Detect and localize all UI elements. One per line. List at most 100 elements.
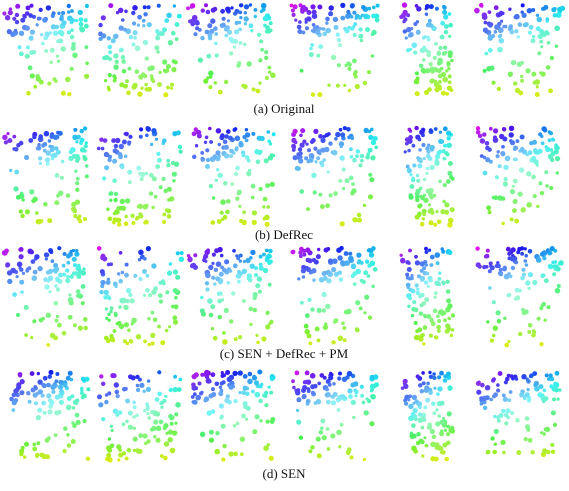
point	[482, 14, 488, 20]
point	[25, 11, 29, 15]
point	[214, 248, 219, 253]
point	[446, 62, 450, 66]
point	[443, 318, 447, 322]
point	[75, 154, 79, 158]
point	[300, 301, 304, 305]
point	[153, 419, 158, 424]
point	[490, 436, 494, 440]
point	[218, 315, 223, 320]
point	[555, 371, 560, 376]
point	[524, 437, 528, 441]
point	[429, 334, 433, 338]
point	[204, 3, 208, 7]
point	[217, 299, 222, 304]
point	[38, 389, 43, 394]
point	[313, 147, 317, 151]
point	[125, 79, 129, 83]
point	[402, 20, 405, 23]
point	[336, 430, 342, 436]
point	[268, 322, 271, 325]
point-cloud	[404, 126, 455, 228]
point	[310, 307, 314, 311]
point	[243, 43, 246, 46]
point	[109, 191, 114, 196]
point	[509, 390, 513, 394]
point	[216, 168, 219, 171]
point	[313, 129, 318, 134]
point	[266, 420, 270, 424]
point	[43, 376, 48, 381]
point	[110, 306, 114, 310]
point	[26, 45, 30, 49]
point	[349, 176, 354, 181]
point	[83, 217, 87, 221]
point	[348, 252, 352, 256]
point	[82, 155, 85, 158]
point	[435, 252, 441, 258]
point	[429, 79, 434, 84]
point	[354, 390, 358, 394]
point	[108, 319, 111, 322]
point	[125, 457, 129, 461]
point	[416, 374, 420, 378]
point	[539, 342, 543, 346]
point	[543, 319, 546, 322]
point	[268, 254, 272, 258]
point	[511, 247, 516, 252]
point	[37, 143, 40, 146]
point	[146, 412, 149, 415]
point	[138, 250, 144, 256]
point	[428, 203, 431, 206]
point	[435, 210, 438, 213]
point	[156, 50, 160, 54]
point	[56, 131, 60, 135]
point	[264, 50, 268, 54]
point	[544, 278, 549, 283]
point	[78, 293, 83, 298]
point	[53, 77, 57, 81]
point	[219, 272, 224, 277]
point	[107, 391, 111, 395]
point	[504, 343, 509, 348]
point	[57, 12, 60, 15]
point	[124, 132, 129, 137]
point	[532, 329, 536, 333]
point	[83, 126, 87, 130]
point	[338, 43, 342, 47]
point	[339, 155, 344, 160]
point	[496, 388, 500, 392]
point	[195, 144, 198, 147]
point	[36, 415, 41, 420]
point	[127, 140, 131, 144]
point	[476, 262, 481, 267]
point	[373, 267, 378, 272]
point	[163, 456, 168, 461]
point	[214, 81, 217, 84]
point	[76, 177, 80, 181]
point	[100, 269, 105, 274]
point	[302, 385, 307, 390]
point	[325, 203, 330, 208]
point	[200, 432, 205, 437]
point	[126, 288, 131, 293]
point	[65, 77, 71, 83]
point	[65, 278, 70, 283]
point	[18, 45, 22, 49]
point	[515, 377, 518, 380]
point	[475, 246, 479, 250]
point	[553, 13, 557, 17]
point	[317, 382, 321, 386]
point-cloud	[98, 3, 182, 97]
point	[115, 138, 120, 143]
point	[221, 457, 225, 461]
point	[179, 150, 183, 154]
point	[231, 385, 235, 389]
point	[536, 205, 539, 208]
point	[222, 268, 227, 273]
point	[131, 11, 135, 15]
point	[143, 294, 146, 297]
point	[323, 276, 328, 281]
point	[411, 274, 414, 277]
point	[316, 254, 321, 259]
point	[357, 213, 362, 218]
